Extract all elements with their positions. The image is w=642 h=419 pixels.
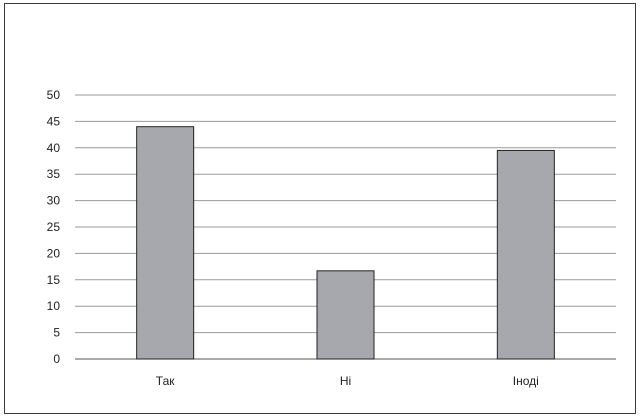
y-tick-label: 30 [47,194,61,208]
bar-2 [316,270,375,360]
y-tick-label: 25 [47,220,61,234]
bar-3 [496,149,555,360]
x-axis-category-labels: Так Ні Іноді [156,374,539,388]
x-category-label: Іноді [513,374,539,388]
y-tick-label: 40 [47,141,61,155]
y-tick-label: 5 [53,326,60,340]
y-tick-label: 50 [47,88,61,102]
bar-1 [136,126,195,360]
y-tick-label: 20 [47,246,61,260]
y-tick-label: 10 [47,299,61,313]
x-category-label: Так [156,374,175,388]
bars [136,126,555,360]
y-tick-label: 15 [47,273,61,287]
y-tick-label: 0 [53,352,60,366]
y-tick-label: 45 [47,114,61,128]
x-category-label: Ні [340,374,351,388]
y-tick-label: 35 [47,167,61,181]
y-axis-tick-labels: 0 5 10 15 20 25 30 35 40 45 50 [47,88,61,366]
